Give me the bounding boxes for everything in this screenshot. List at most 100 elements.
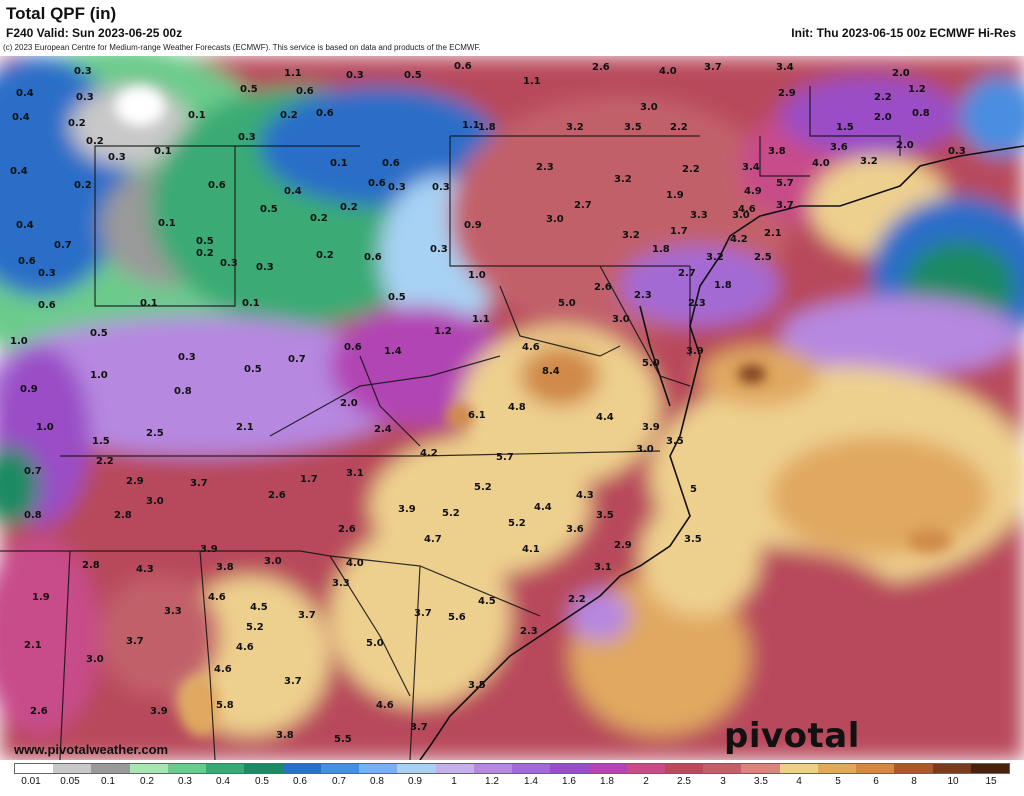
value-label: 3.0 [640,102,658,113]
value-label: 0.2 [280,110,298,121]
value-label: 0.3 [220,258,238,269]
value-label: 0.6 [316,108,334,119]
value-label: 3.4 [742,162,760,173]
value-label: 3.2 [614,174,632,185]
swatch-0-6 [282,764,321,773]
value-label: 3.1 [594,562,612,573]
map-title: Total QPF (in) [6,4,117,23]
value-label: 2.0 [896,140,914,151]
value-label: 0.3 [76,92,94,103]
value-label: 2.0 [892,68,910,79]
value-label: 2.5 [146,428,164,439]
value-label: 2.5 [754,252,772,263]
value-label: 0.2 [196,248,214,259]
swatch-0-3 [167,764,207,773]
value-label: 3.5 [596,510,614,521]
value-label: 0.5 [90,328,108,339]
value-label: 0.1 [188,110,206,121]
value-label: 0.3 [430,244,448,255]
value-label: 0.6 [368,178,386,189]
state-boundaries [0,86,901,760]
value-label: 0.2 [316,250,334,261]
valid-time: F240 Valid: Sun 2023-06-25 00z [6,26,183,40]
value-label: 5.5 [334,734,352,745]
value-label: 2.2 [874,92,892,103]
value-label: 2.3 [536,162,554,173]
value-label: 4.6 [522,342,540,353]
value-label: 1.8 [652,244,670,255]
value-label: 0.5 [260,204,278,215]
tick-label: 2.5 [677,776,691,787]
value-label: 2.1 [236,422,254,433]
value-label: 3.8 [216,562,234,573]
value-label: 0.2 [68,118,86,129]
value-label: 3.0 [732,210,750,221]
value-label: 3.7 [126,636,144,647]
value-label: 3.2 [566,122,584,133]
value-label: 3.7 [410,722,428,733]
value-label: 5.8 [216,700,234,711]
value-label: 3.9 [642,422,660,433]
tick-label: 6 [873,776,879,787]
value-label: 3.2 [860,156,878,167]
value-label: 1.0 [10,336,28,347]
value-label: 3.7 [414,608,432,619]
tick-label: 0.7 [332,776,346,787]
swatch-0-05 [53,764,92,773]
value-label: 2.3 [688,298,706,309]
value-label: 2.1 [24,640,42,651]
swatch-1-8 [588,764,627,773]
value-label: 4.6 [738,204,756,215]
value-label: 1.5 [92,436,110,447]
value-label: 5.2 [442,508,460,519]
value-label: 0.3 [948,146,966,157]
tick-label: 0.8 [370,776,384,787]
value-label: 3.5 [684,534,702,545]
value-label: 4.5 [478,596,496,607]
value-label: 5.7 [496,452,514,463]
value-label: 3.0 [546,214,564,225]
swatch-0-7 [320,764,360,773]
value-label: 3.5 [468,680,486,691]
tick-label: 1 [451,776,457,787]
swatch-15 [970,764,1010,773]
value-label: 0.9 [464,220,482,231]
value-label: 3.4 [776,62,794,73]
value-label: 4.8 [508,402,526,413]
qpf-map-canvas: 0.3 1.1 0.3 0.5 0.6 1.1 2.6 4.0 3.7 3.4 … [0,56,1024,760]
swatch-3 [703,764,742,773]
value-label: 0.7 [288,354,306,365]
swatch-0-5 [244,764,283,773]
tick-label: 4 [796,776,802,787]
value-label: 0.6 [208,180,226,191]
value-label: 0.4 [16,220,34,231]
value-label: 3.9 [150,706,168,717]
value-label: 0.8 [174,386,192,397]
value-label: 3.3 [164,606,182,617]
color-scale-legend: 0.01 0.05 0.1 0.2 0.3 0.4 0.5 0.6 0.7 0.… [0,760,1024,791]
value-label: 0.1 [242,298,260,309]
value-label: 1.2 [908,84,926,95]
coastline [419,145,1024,760]
value-label: 0.5 [244,364,262,375]
value-label: 0.3 [178,352,196,363]
value-label: 1.8 [714,280,732,291]
value-label: 3.7 [298,610,316,621]
value-label: 4.7 [424,534,442,545]
value-label: 0.2 [310,213,328,224]
value-label: 0.8 [912,108,930,119]
value-label: 6.1 [468,410,486,421]
value-label: 2.2 [670,122,688,133]
value-label: 1.1 [523,76,541,87]
tick-label: 0.2 [140,776,154,787]
value-label: 1.0 [90,370,108,381]
value-label: 4.6 [376,700,394,711]
value-label: 3.8 [276,730,294,741]
value-label: 5.2 [508,518,526,529]
value-label: 3.9 [686,346,704,357]
value-label: 0.2 [340,202,358,213]
value-label: 3.6 [566,524,584,535]
value-label: 0.3 [256,262,274,273]
value-label: 1.1 [472,314,490,325]
value-label: 2.7 [574,200,592,211]
